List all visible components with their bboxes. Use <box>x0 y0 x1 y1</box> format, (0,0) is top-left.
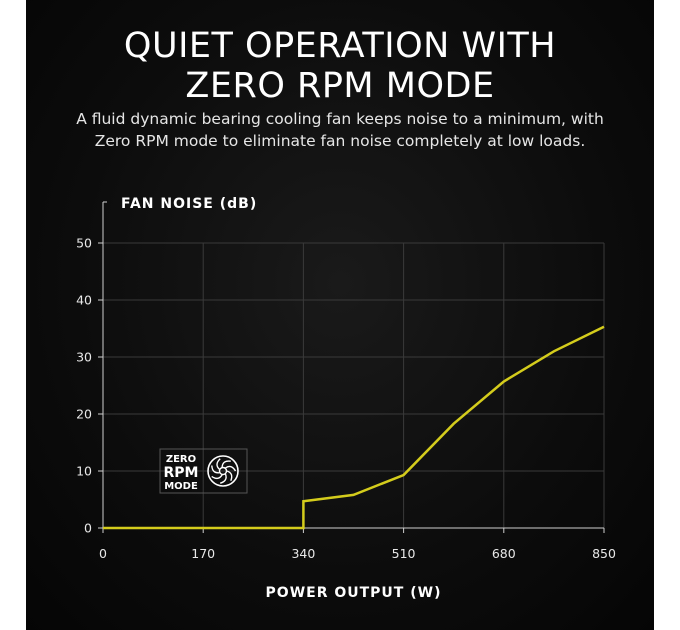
fan-icon <box>207 455 239 487</box>
zero-rpm-badge: ZERO RPM MODE <box>159 448 248 494</box>
fan-blade <box>211 474 223 480</box>
x-axis-title: POWER OUTPUT (W) <box>266 585 442 601</box>
fan-blade <box>221 460 231 468</box>
x-tick-label: 850 <box>592 546 616 561</box>
product-panel: QUIET OPERATION WITH ZERO RPM MODE A flu… <box>26 0 654 630</box>
y-axis-title: FAN NOISE (dB) <box>121 196 257 212</box>
page-heading: QUIET OPERATION WITH ZERO RPM MODE <box>26 26 654 106</box>
y-tick-label: 0 <box>84 521 92 536</box>
y-tick-label: 20 <box>76 407 92 422</box>
fan-hub <box>218 466 228 476</box>
fan-blade <box>216 458 221 470</box>
heading-line-1: QUIET OPERATION WITH <box>123 26 557 66</box>
heading-line-2: ZERO RPM MODE <box>185 66 495 106</box>
grid-lines <box>103 242 605 528</box>
fan-blade <box>225 465 237 472</box>
fan-noise-chart: 0 10 20 30 40 50 0 170 340 510 680 850 FAN NOISE (d… <box>76 196 616 601</box>
badge-line-3: MODE <box>164 481 198 492</box>
x-tick-label: 170 <box>191 546 215 561</box>
badge-line-1: ZERO <box>166 454 196 465</box>
y-tick-label: 30 <box>76 350 92 365</box>
x-tick-label: 0 <box>99 546 107 561</box>
subtitle-line-1: A fluid dynamic bearing cooling fan keep… <box>76 110 604 128</box>
subtitle-line-2: Zero RPM mode to eliminate fan noise com… <box>94 132 586 150</box>
page-subtitle: A fluid dynamic bearing cooling fan keep… <box>26 108 654 152</box>
fan-blade <box>219 473 227 484</box>
badge-border <box>159 448 248 494</box>
x-tick-label: 680 <box>492 546 516 561</box>
x-tick-label: 510 <box>392 546 416 561</box>
fan-blade <box>211 465 220 474</box>
series-layer <box>102 325 605 530</box>
y-tick-label: 10 <box>76 464 92 479</box>
tick-labels: 0 10 20 30 40 50 0 170 340 510 680 850 <box>76 236 616 562</box>
fan-ring <box>207 455 239 487</box>
y-tick-label: 50 <box>76 236 92 251</box>
x-tick-label: 340 <box>291 546 315 561</box>
y-tick-label: 40 <box>76 293 92 308</box>
fan-blade <box>226 470 233 482</box>
badge-line-2: RPM <box>164 465 199 481</box>
